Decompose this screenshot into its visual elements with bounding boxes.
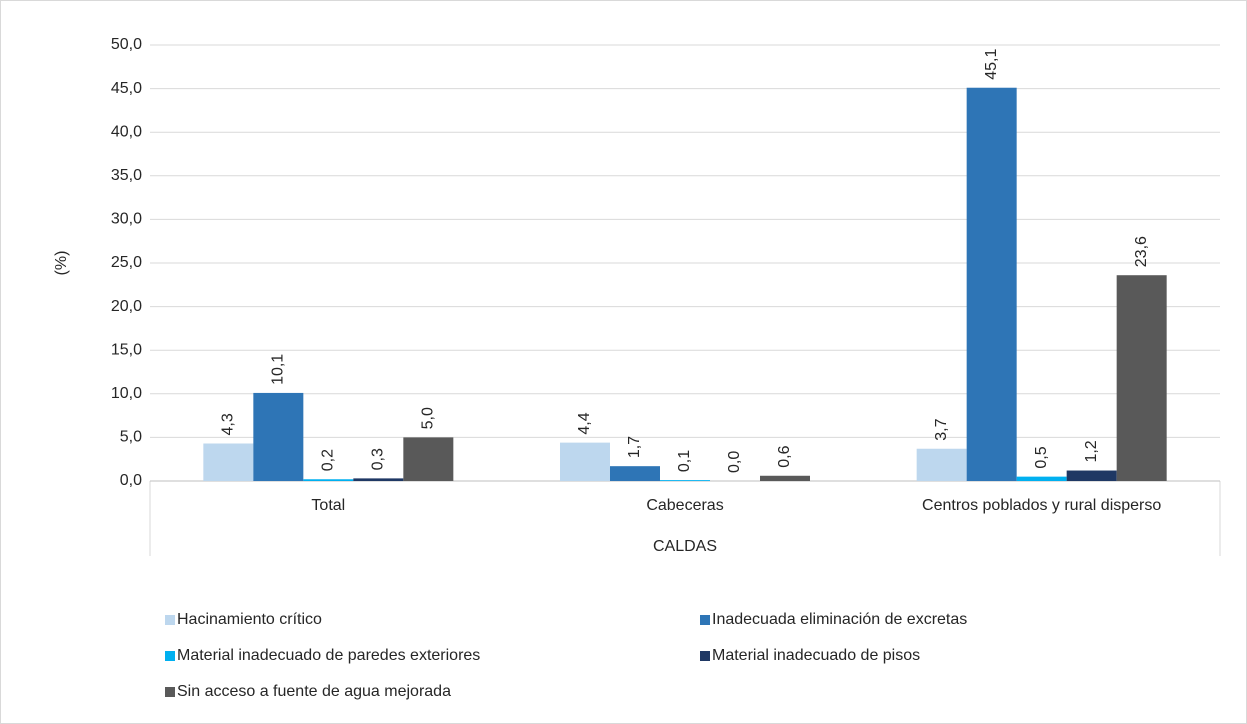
legend-label: Material inadecuado de paredes exteriore… <box>177 647 480 664</box>
bar <box>303 479 354 481</box>
y-tick-label: 10,0 <box>111 385 142 402</box>
y-tick-label: 40,0 <box>111 123 142 140</box>
data-label: 0,5 <box>1033 446 1050 468</box>
legend-swatch <box>165 687 175 697</box>
y-tick-label: 45,0 <box>111 80 142 97</box>
data-label: 4,3 <box>220 413 237 435</box>
data-label: 4,4 <box>576 412 593 434</box>
data-label: 45,1 <box>983 48 1000 79</box>
y-tick-label: 30,0 <box>111 211 142 228</box>
data-label: 0,2 <box>320 449 337 471</box>
data-label: 0,3 <box>370 448 387 470</box>
legend-label: Sin acceso a fuente de agua mejorada <box>177 683 451 700</box>
x-tick-label: Cabeceras <box>646 497 723 514</box>
x-tick-label: Centros poblados y rural disperso <box>922 497 1161 514</box>
bar <box>1116 275 1167 481</box>
x-axis-label: CALDAS <box>653 538 717 555</box>
bar <box>610 466 660 481</box>
bar <box>966 87 1017 481</box>
bar <box>353 478 404 481</box>
y-tick-label: 35,0 <box>111 167 142 184</box>
y-tick-label: 15,0 <box>111 341 142 358</box>
legend-swatch <box>700 651 710 661</box>
y-tick-label: 20,0 <box>111 298 142 315</box>
data-label: 10,1 <box>270 354 287 385</box>
data-label: 0,1 <box>676 450 693 472</box>
bar <box>403 437 454 481</box>
data-label: 1,7 <box>626 436 643 458</box>
legend-swatch <box>165 615 175 625</box>
bar <box>660 480 710 481</box>
bar <box>560 442 610 481</box>
bar <box>203 443 254 481</box>
data-label: 1,2 <box>1083 440 1100 462</box>
y-tick-label: 50,0 <box>111 36 142 53</box>
legend-swatch <box>165 651 175 661</box>
bar <box>1066 470 1117 481</box>
x-tick-label: Total <box>311 497 345 514</box>
y-tick-label: 0,0 <box>120 472 142 489</box>
legend-swatch <box>700 615 710 625</box>
bar <box>253 392 304 481</box>
bar <box>760 475 810 481</box>
legend-label: Inadecuada eliminación de excretas <box>712 611 967 628</box>
y-tick-label: 5,0 <box>120 429 142 446</box>
y-axis-label: (%) <box>53 251 70 276</box>
bar <box>1016 476 1067 481</box>
bar <box>916 448 967 481</box>
legend-label: Material inadecuado de pisos <box>712 647 920 664</box>
data-label: 0,6 <box>776 445 793 467</box>
data-label: 23,6 <box>1133 236 1150 267</box>
legend-label: Hacinamiento crítico <box>177 611 322 628</box>
data-label: 0,0 <box>726 451 743 473</box>
y-tick-label: 25,0 <box>111 254 142 271</box>
data-label: 5,0 <box>420 407 437 429</box>
data-label: 3,7 <box>933 418 950 440</box>
